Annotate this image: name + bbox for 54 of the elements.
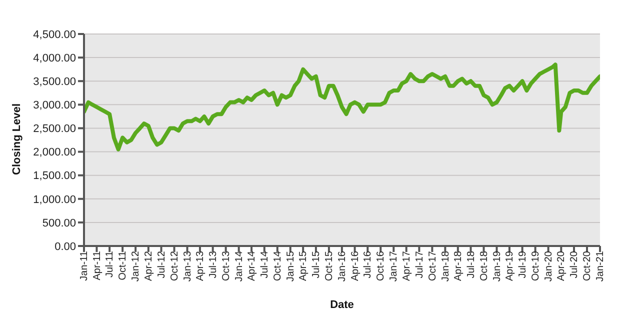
x-tick-label: Apr-18 [453,250,464,282]
x-tick-label: Jul-14 [259,250,270,278]
x-tick-label: Apr-11 [92,250,103,280]
x-tick-label: Oct-16 [376,250,387,282]
x-tick-label: Jul-19 [517,250,528,278]
x-tick-label: Apr-20 [556,250,568,282]
x-tick-label: Jul-20 [569,250,580,278]
y-tick-label: 3,000.00 [33,100,76,112]
y-tick-label: 2,500.00 [33,123,76,136]
x-tick-label: Oct-15 [324,250,336,282]
x-tick-label: Jan-21 [595,250,606,282]
y-axis-title: Closing Level [10,103,23,175]
x-tick-label: Jul-17 [414,250,426,278]
x-tick-label: Jan-20 [543,250,554,282]
x-tick-label: Jan-15 [285,250,296,282]
x-tick-label: Jul-13 [208,250,219,278]
x-tick-label: Oct-17 [427,250,438,282]
x-tick-label: Jan-18 [440,250,452,282]
x-tick-label: Oct-20 [582,250,594,282]
y-tick-label: 500.00 [42,217,76,230]
y-tick-label: 0.00 [54,240,76,253]
y-tick-label: 4,500.00 [33,28,76,41]
y-tick-label: 4,000.00 [33,52,76,64]
x-tick-label: Apr-13 [195,250,206,282]
x-tick-label: Jul-15 [311,250,322,278]
y-tick-label: 3,500.00 [33,76,76,88]
x-tick-label: Jan-13 [182,250,194,282]
x-tick-label: Oct-18 [478,250,490,282]
x-tick-label: Jan-14 [234,250,245,282]
x-tick-label: Apr-12 [144,250,155,282]
y-tick-label: 1,000.00 [33,194,76,206]
x-tick-label: Apr-17 [401,250,412,282]
y-tick-label: 2,000.00 [33,146,76,159]
x-tick-label: Jan-11 [79,250,90,281]
x-tick-label: Apr-15 [298,250,310,282]
x-tick-label: Jan-19 [492,250,503,282]
x-tick-label: Jul-11 [104,250,116,278]
x-tick-label: Oct-14 [272,250,284,282]
x-axis-title: Date [330,299,354,311]
x-tick-label: Jul-16 [362,250,374,278]
x-tick-label: Oct-12 [169,250,180,282]
y-tick-label: 1,500.00 [33,170,76,182]
x-tick-label: Jul-12 [156,250,168,278]
x-tick-label: Jan-17 [388,250,400,282]
x-tick-label: Oct-19 [530,250,542,282]
x-tick-label: Jan-12 [130,250,142,282]
x-tick-label: Apr-14 [246,250,258,282]
x-tick-label: Apr-19 [504,250,516,282]
x-tick-label: Oct-11 [118,250,129,280]
line-series [84,62,600,152]
x-tick-label: Jul-18 [466,250,477,278]
x-tick-label: Oct-13 [220,250,232,282]
x-tick-label: Jan-16 [337,250,348,282]
x-tick-label: Apr-16 [350,250,361,282]
